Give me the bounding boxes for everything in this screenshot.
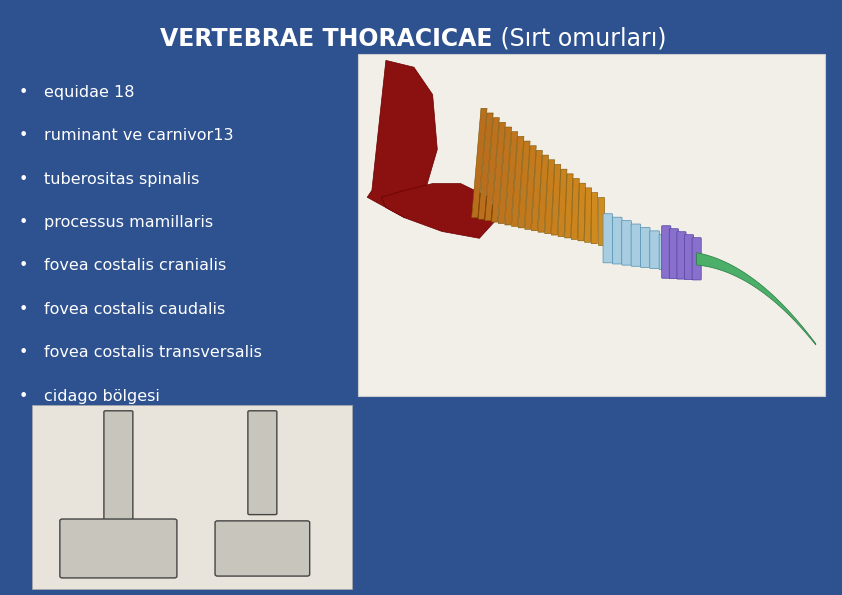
FancyBboxPatch shape xyxy=(692,238,701,280)
Polygon shape xyxy=(518,141,530,228)
Text: processus mamillaris: processus mamillaris xyxy=(44,215,213,230)
Text: •: • xyxy=(19,258,28,274)
Text: •: • xyxy=(19,128,28,143)
FancyBboxPatch shape xyxy=(603,214,613,263)
Polygon shape xyxy=(498,127,512,224)
Polygon shape xyxy=(558,169,567,236)
Polygon shape xyxy=(531,151,542,231)
Polygon shape xyxy=(565,174,573,238)
Polygon shape xyxy=(505,131,518,225)
Text: •: • xyxy=(19,171,28,187)
FancyBboxPatch shape xyxy=(104,411,133,520)
Text: •: • xyxy=(19,302,28,317)
Text: equidae 18: equidae 18 xyxy=(44,84,134,100)
Polygon shape xyxy=(472,108,487,218)
Polygon shape xyxy=(525,146,536,229)
Text: •: • xyxy=(19,345,28,361)
Text: fovea costalis cranialis: fovea costalis cranialis xyxy=(44,258,226,274)
Polygon shape xyxy=(578,183,585,241)
Polygon shape xyxy=(492,123,505,222)
FancyBboxPatch shape xyxy=(632,224,641,266)
FancyBboxPatch shape xyxy=(215,521,310,576)
Polygon shape xyxy=(598,197,604,245)
FancyBboxPatch shape xyxy=(669,228,679,278)
Text: tuberositas spinalis: tuberositas spinalis xyxy=(44,171,200,187)
Polygon shape xyxy=(367,60,437,218)
FancyBboxPatch shape xyxy=(659,234,669,270)
FancyBboxPatch shape xyxy=(32,405,352,589)
Polygon shape xyxy=(591,193,598,244)
Text: •: • xyxy=(19,389,28,404)
Polygon shape xyxy=(571,178,579,239)
Polygon shape xyxy=(485,118,499,221)
Polygon shape xyxy=(381,183,498,238)
Polygon shape xyxy=(696,253,816,345)
Polygon shape xyxy=(478,113,493,219)
FancyBboxPatch shape xyxy=(641,227,650,267)
Polygon shape xyxy=(511,136,524,227)
Text: fovea costalis caudalis: fovea costalis caudalis xyxy=(44,302,225,317)
Text: cidago bölgesi: cidago bölgesi xyxy=(44,389,160,404)
FancyBboxPatch shape xyxy=(650,231,659,268)
Text: fovea costalis transversalis: fovea costalis transversalis xyxy=(44,345,262,361)
FancyBboxPatch shape xyxy=(358,54,825,396)
FancyBboxPatch shape xyxy=(621,221,632,265)
FancyBboxPatch shape xyxy=(60,519,177,578)
Text: •: • xyxy=(19,84,28,100)
Text: (Sırt omurları): (Sırt omurları) xyxy=(493,27,666,51)
Polygon shape xyxy=(545,160,555,234)
Polygon shape xyxy=(584,188,592,242)
Text: •: • xyxy=(19,215,28,230)
Polygon shape xyxy=(538,155,548,232)
Text: ruminant ve carnivor13: ruminant ve carnivor13 xyxy=(44,128,233,143)
FancyBboxPatch shape xyxy=(685,234,694,280)
FancyBboxPatch shape xyxy=(662,226,671,278)
Polygon shape xyxy=(552,164,561,235)
FancyBboxPatch shape xyxy=(612,217,622,264)
FancyBboxPatch shape xyxy=(248,411,277,515)
Text: VERTEBRAE THORACICAE: VERTEBRAE THORACICAE xyxy=(160,27,493,51)
FancyBboxPatch shape xyxy=(677,231,686,279)
